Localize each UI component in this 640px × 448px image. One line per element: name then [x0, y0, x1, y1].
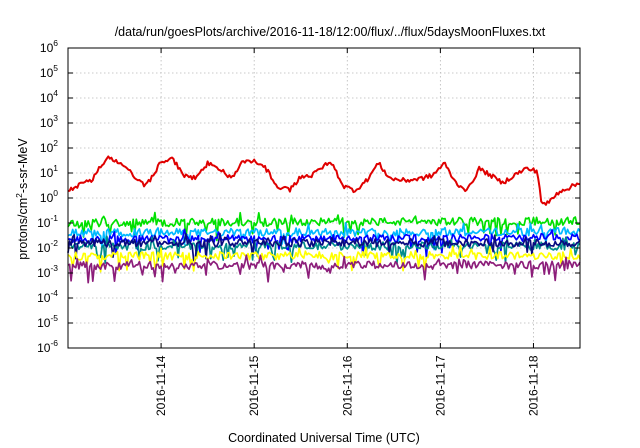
y-tick-label: 105 — [40, 63, 58, 80]
chart-title: /data/run/goesPlots/archive/2016-11-18/1… — [115, 25, 546, 39]
x-tick-label: 2016-11-14 — [154, 355, 168, 416]
x-axis: 2016-11-14 2016-11-15 2016-11-16 2016-11-17… — [154, 48, 540, 416]
x-tick-label: 2016-11-17 — [433, 355, 447, 416]
x-tick-label: 2016-11-16 — [340, 355, 354, 416]
y-tick-label: 10-4 — [37, 288, 58, 305]
series-line — [67, 235, 581, 265]
series-line — [67, 221, 581, 251]
series-line — [67, 232, 581, 262]
y-tick-label: 104 — [40, 88, 58, 105]
y-tick-label: 10-3 — [37, 263, 58, 280]
x-tick-label: 2016-11-15 — [247, 355, 261, 416]
y-tick-label: 10-6 — [37, 338, 58, 355]
series-line — [67, 254, 581, 284]
y-axis: 10-6 10-5 10-4 10-3 10-2 10-1 100 101 102 103 104 1… — [37, 38, 580, 355]
y-tick-label: 101 — [40, 163, 58, 180]
y-tick-label: 103 — [40, 113, 58, 130]
x-tick-label: 2016-11-18 — [526, 355, 540, 416]
series-layer — [67, 155, 581, 284]
series-line — [67, 244, 581, 273]
y-axis-label: protons/cm2-s-sr-MeV — [14, 138, 30, 260]
y-tick-label: 102 — [40, 138, 58, 155]
y-tick-label: 106 — [40, 38, 58, 55]
y-tick-label: 10-5 — [37, 313, 58, 330]
grid — [68, 48, 580, 348]
y-axis-label-base: protons/cm — [16, 198, 30, 260]
y-tick-label: 10-1 — [37, 213, 58, 230]
x-axis-label: Coordinated Universal Time (UTC) — [228, 431, 420, 445]
y-axis-label-unit: -s-sr-MeV — [16, 138, 30, 194]
y-axis-label-exponent: 2 — [14, 193, 24, 198]
y-tick-label: 100 — [40, 188, 58, 205]
series-line — [67, 155, 581, 206]
y-tick-label: 10-2 — [37, 238, 58, 255]
series-line — [67, 211, 581, 242]
